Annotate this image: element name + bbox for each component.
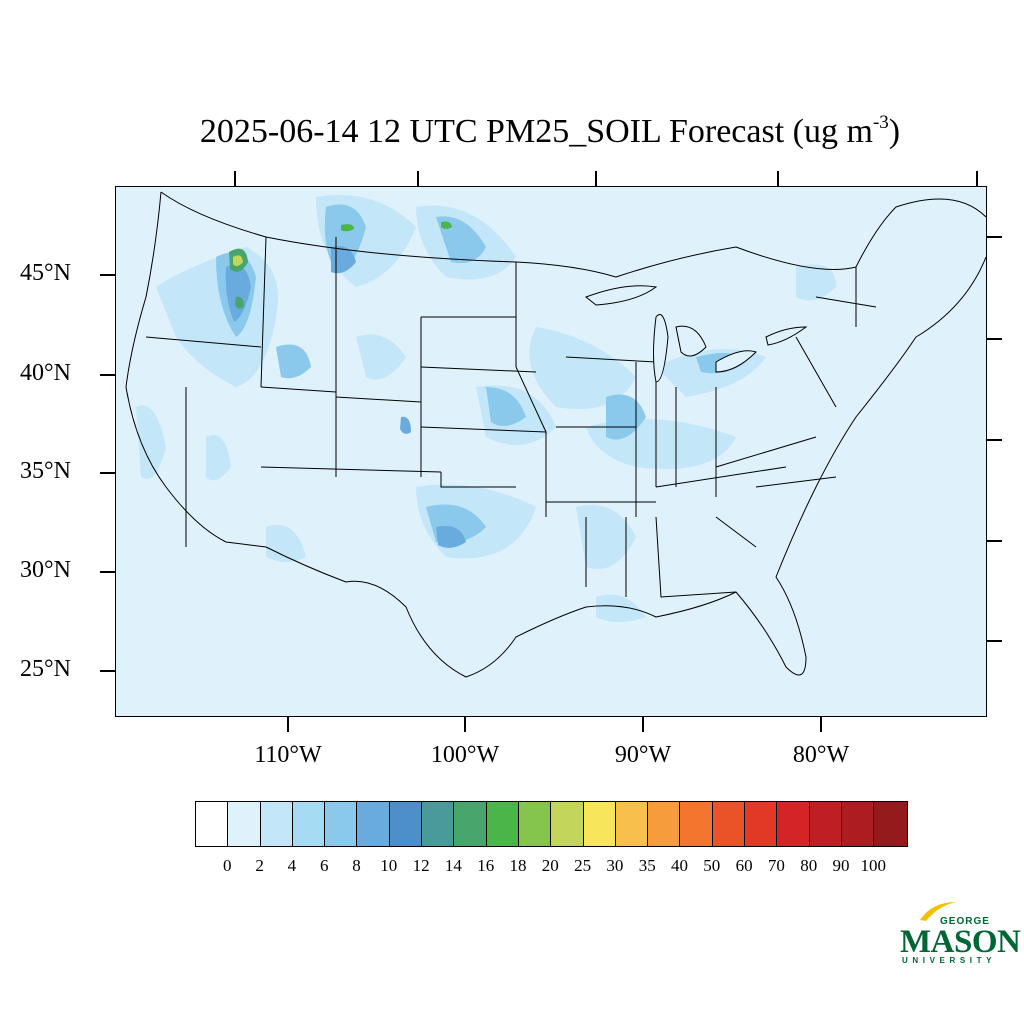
colorbar-cell xyxy=(777,802,810,846)
colorbar-label: 20 xyxy=(541,856,559,875)
colorbar-label: 6 xyxy=(319,856,329,875)
map-title: 2025-06-14 12 UTC PM25_SOIL Forecast (ug… xyxy=(199,112,901,150)
colorbar-label: 30 xyxy=(606,856,624,875)
colorbar-cell xyxy=(583,802,616,846)
colorbar-cell xyxy=(615,802,649,846)
colorbar-cell xyxy=(389,802,423,846)
colorbar-label: 10 xyxy=(380,856,398,875)
left-tick xyxy=(100,274,115,276)
colorbar-label: 2 xyxy=(255,856,264,875)
colorbar-cell xyxy=(712,802,746,846)
colorbar-cell xyxy=(809,802,842,846)
logo-wordmark: MASON xyxy=(900,924,1021,960)
great-lakes xyxy=(585,285,808,383)
left-tick xyxy=(100,571,115,573)
map-panel xyxy=(115,186,987,717)
colorbar-label: 18 xyxy=(509,856,527,875)
bottom-tick xyxy=(464,717,466,732)
forecast-map xyxy=(125,191,986,678)
right-tick xyxy=(987,640,1002,642)
colorbar-label: 70 xyxy=(767,856,785,875)
top-tick xyxy=(234,171,236,186)
bottom-tick xyxy=(287,717,289,732)
left-tick xyxy=(100,670,115,672)
right-tick xyxy=(987,439,1002,441)
colorbar-cell xyxy=(841,802,875,846)
right-tick xyxy=(987,540,1002,542)
top-tick xyxy=(976,171,978,186)
colorbar-label: 40 xyxy=(671,856,688,875)
colorbar-label: 90 xyxy=(832,856,850,875)
colorbar-cell xyxy=(518,802,552,846)
top-tick xyxy=(417,171,419,186)
pm25-field-high xyxy=(229,221,452,309)
colorbar-cell xyxy=(745,802,778,846)
colorbar-cell xyxy=(325,802,358,846)
colorbar-label: 25 xyxy=(574,856,592,875)
top-tick xyxy=(595,171,597,186)
colorbar-label: 4 xyxy=(287,856,297,875)
colorbar-cell xyxy=(454,802,487,846)
colorbar-label: 14 xyxy=(444,856,462,875)
logo-bottom-line: UNIVERSITY xyxy=(902,956,997,965)
colorbar-cell xyxy=(486,802,519,846)
bottom-tick xyxy=(642,717,644,732)
colorbar-label: 35 xyxy=(638,856,656,875)
colorbar-cell xyxy=(551,802,584,846)
colorbar-cell xyxy=(260,802,293,846)
bottom-tick xyxy=(820,717,822,732)
colorbar-cell xyxy=(874,802,907,846)
top-tick xyxy=(777,171,779,186)
colorbar-label: 50 xyxy=(703,856,721,875)
colorbar-labels: 0 2 4 6 8 10 12 14 16 18 20 25 30 35 40 50 60 70 80 90 100 xyxy=(0,856,1024,880)
lat-label: 45°N xyxy=(20,260,71,286)
lon-label: 90°W xyxy=(614,742,672,768)
left-tick xyxy=(100,472,115,474)
colorbar-label: 0 xyxy=(223,856,232,875)
state-borders xyxy=(125,191,986,678)
colorbar-cell xyxy=(228,802,261,846)
colorbar-cell xyxy=(357,802,390,846)
colorbar-label: 8 xyxy=(352,856,361,875)
colorbar-cell xyxy=(196,802,229,846)
lon-label: 110°W xyxy=(254,742,322,768)
pm25-field-dark xyxy=(225,246,466,548)
colorbar-label: 80 xyxy=(800,856,818,875)
lat-label: 35°N xyxy=(20,458,71,484)
lon-label: 80°W xyxy=(792,742,850,768)
logo-swoosh-icon xyxy=(920,902,956,921)
right-tick xyxy=(987,338,1002,340)
gmu-logo: GEORGE MASON UNIVERSITY xyxy=(900,900,1021,970)
colorbar-cell xyxy=(292,802,326,846)
lat-label: 30°N xyxy=(20,557,71,583)
colorbar-cell xyxy=(422,802,455,846)
lon-label: 100°W xyxy=(430,742,500,768)
logo-top-line: GEORGE xyxy=(940,916,990,927)
pm25-field-light xyxy=(136,195,836,622)
left-tick xyxy=(100,374,115,376)
colorbar-label: 60 xyxy=(735,856,753,875)
colorbar xyxy=(195,801,908,847)
colorbar-cell xyxy=(648,802,681,846)
lat-label: 25°N xyxy=(20,656,71,682)
right-tick xyxy=(987,236,1002,238)
colorbar-label: 12 xyxy=(412,856,430,875)
lat-label: 40°N xyxy=(20,360,71,386)
colorbar-label: 100 xyxy=(860,856,887,875)
colorbar-cell xyxy=(680,802,713,846)
colorbar-label: 16 xyxy=(477,856,495,875)
